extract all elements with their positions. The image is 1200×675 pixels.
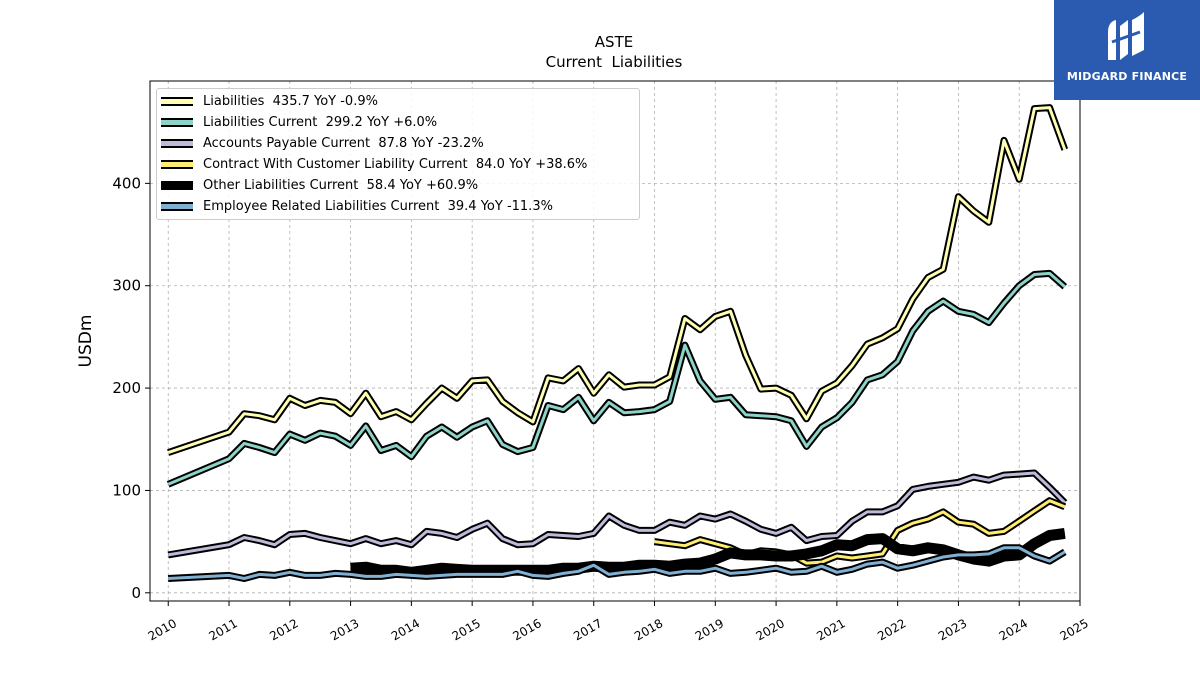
series-line [167,271,1066,486]
x-tick-label: 2019 [693,616,726,643]
x-tick-label: 2013 [328,616,361,643]
series-line [654,499,1066,565]
legend-entry: Accounts Payable Current 87.8 YoY -23.2% [157,133,639,154]
legend-swatch [161,139,193,148]
x-tick-label: 2011 [206,616,239,643]
brand-logo: MIDGARD FINANCE [1054,0,1200,100]
legend-entry: Contract With Customer Liability Current… [157,154,639,175]
x-tick-label: 2017 [571,616,604,643]
y-tick-label: 0 [131,584,141,602]
chart-subtitle: Current Liabilities [546,53,683,71]
chart-title: ASTE [595,33,633,51]
brand-name: MIDGARD FINANCE [1066,70,1188,83]
series-lines [166,104,1069,582]
legend-swatch [161,118,193,127]
x-tick-label: 2012 [267,616,300,643]
series-line [167,106,1067,455]
y-tick-label: 200 [112,379,141,397]
series-employee-related-liabilities-current [168,544,1067,582]
y-tick-label: 100 [112,481,141,499]
legend-entry: Liabilities 435.7 YoY -0.9% [157,91,639,112]
x-tick-label: 2023 [936,616,969,643]
legend-label: Contract With Customer Liability Current… [203,157,588,172]
legend-label: Accounts Payable Current 87.8 YoY -23.2% [203,136,484,151]
series-accounts-payable-current [167,469,1068,559]
legend-swatch [161,202,193,211]
x-tick-label: 2021 [814,616,847,643]
legend-swatch [161,181,193,190]
x-tick-label: 2015 [450,616,483,643]
x-tick-label: 2010 [146,616,179,643]
logo-mark-icon [1108,12,1144,60]
series-line [350,529,1066,576]
y-tick-label: 400 [112,174,141,192]
x-tick-label: 2024 [997,616,1030,643]
plot-frame [149,80,1081,602]
y-tick-label: 300 [112,277,141,295]
y-axis-label: USDm [76,315,96,368]
legend-swatch [161,160,193,169]
legend-label: Liabilities 435.7 YoY -0.9% [203,94,378,109]
legend-entry: Employee Related Liabilities Current 39.… [157,196,639,217]
x-tick-label: 2016 [510,616,543,643]
legend-entry: Other Liabilities Current 58.4 YoY +60.9… [157,175,639,196]
legend-label: Other Liabilities Current 58.4 YoY +60.9… [203,178,479,193]
series-liabilities-current [166,269,1068,488]
series-other-liabilities-current [350,527,1066,578]
series-liabilities [167,104,1069,456]
legend-swatch [161,97,193,106]
chart-legend: Liabilities 435.7 YoY -0.9% Liabilities … [156,88,640,220]
legend-label: Employee Related Liabilities Current 39.… [203,199,553,214]
series-line [168,546,1066,580]
x-tick-label: 2022 [875,616,908,643]
series-contract-with-customer-liability-current [654,497,1067,567]
x-tick-label: 2025 [1057,616,1090,643]
legend-label: Liabilities Current 299.2 YoY +6.0% [203,115,438,130]
x-tick-label: 2020 [754,616,787,643]
series-line [167,471,1066,557]
legend-entry: Liabilities Current 299.2 YoY +6.0% [157,112,639,133]
x-tick-label: 2018 [632,616,665,643]
x-tick-label: 2014 [389,616,422,643]
